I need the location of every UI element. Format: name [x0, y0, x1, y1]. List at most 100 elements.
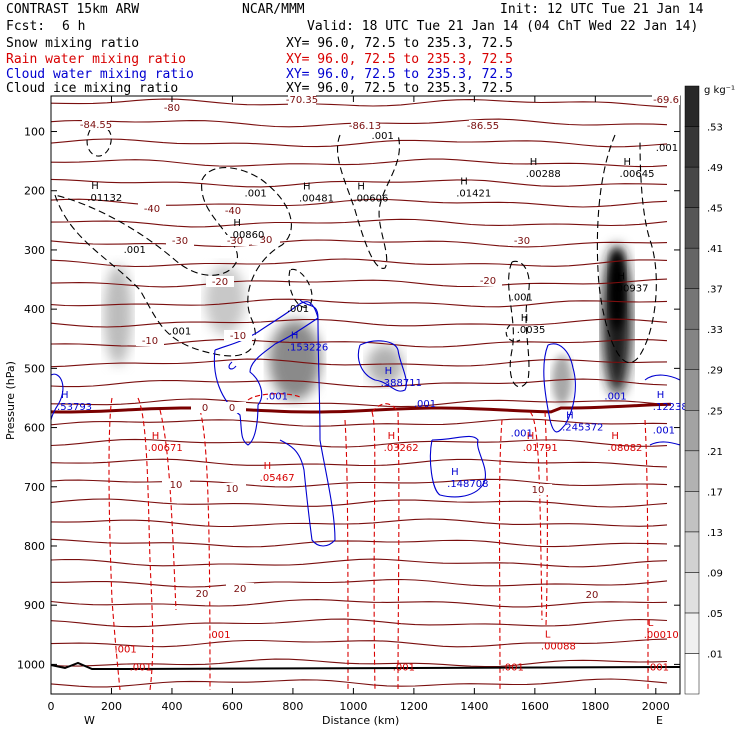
label-bg [288, 94, 316, 105]
label-bg [351, 120, 379, 131]
snow-contour [336, 134, 400, 269]
rain-label: .08082 [607, 443, 642, 454]
temperature-label: -40 [144, 204, 160, 215]
rain-label: .00010 [644, 630, 679, 641]
colorbar-level-label: .21 [707, 447, 723, 458]
snow-shade-east [367, 345, 403, 385]
temperature-contour [51, 138, 668, 148]
snow-label: .001 [124, 245, 146, 256]
snow-label: .00860 [229, 230, 264, 241]
rain-contour [247, 393, 303, 401]
snow-label: .001 [656, 143, 678, 154]
rain-contour [371, 403, 400, 691]
snow-label: .001 [287, 304, 309, 315]
y-tick-label: 300 [24, 244, 45, 257]
colorbar-swatch [684, 126, 700, 168]
rain-contour [159, 409, 177, 611]
rain-label: .01791 [523, 443, 558, 454]
temperature-label: -10 [142, 336, 158, 347]
freezing-level-contour [51, 402, 672, 414]
x-tick-label: 1200 [400, 700, 428, 713]
label-bg [474, 275, 502, 286]
extremum-marker: H [527, 431, 535, 442]
temperature-contour [51, 358, 668, 368]
colorbar-level-label: .41 [707, 244, 723, 255]
snow-label: .00481 [299, 193, 334, 204]
cloud_water-label: .245372 [562, 423, 603, 434]
rain-label: .001 [130, 662, 152, 673]
label-bg [578, 589, 606, 600]
y-tick-label: 600 [24, 422, 45, 435]
colorbar-swatch [684, 247, 700, 289]
temperature-contour [51, 478, 668, 488]
temperature-label: -30 [172, 236, 188, 247]
temperature-contour [51, 258, 668, 268]
snow-contour [288, 268, 313, 308]
extremum-marker: H [152, 431, 160, 442]
cloud-water-contour [543, 343, 576, 433]
extremum-marker: H [460, 177, 468, 188]
snow-shade-mid [205, 265, 245, 335]
rain-label: .00088 [541, 642, 576, 653]
temperature-contour [51, 658, 668, 668]
label-bg [191, 402, 219, 413]
temperature-label: -20 [212, 277, 228, 288]
label-bg [166, 235, 194, 246]
east-label: E [656, 714, 663, 727]
field-cloudwater-xy: XY= 96.0, 72.5 to 235.3, 72.5 [286, 67, 513, 82]
cloud-water-contour [357, 340, 407, 392]
temperature-label: 20 [234, 584, 247, 595]
temperature-contour [51, 318, 668, 328]
extremum-marker: H [303, 181, 311, 192]
label-bg [652, 94, 680, 105]
label-bg [524, 484, 552, 495]
field-cloudice-name: Cloud ice mixing ratio [6, 81, 179, 96]
temperature-contour [51, 618, 668, 628]
cloud_water-label: .148708 [447, 479, 488, 490]
y-tick-label: 500 [24, 362, 45, 375]
label-bg [508, 235, 536, 246]
y-tick-label: 100 [24, 126, 45, 139]
temperature-label: 10 [226, 484, 239, 495]
colorbar-level-label: .17 [707, 487, 723, 498]
field-cloudice-xy: XY= 96.0, 72.5 to 235.3, 72.5 [286, 81, 513, 96]
snow-label: .00937 [613, 283, 648, 294]
extremum-marker: H [264, 461, 272, 472]
snow-contour [508, 260, 530, 388]
temperature-label: 10 [170, 480, 183, 491]
rain-label: .05467 [260, 473, 295, 484]
rain-contour [498, 419, 503, 691]
field-rain-name: Rain water mixing ratio [6, 52, 187, 67]
x-tick-label: 2000 [642, 700, 670, 713]
colorbar-level-label: .09 [707, 568, 723, 579]
cloud-water-contour [644, 374, 680, 381]
field-snow-xy: XY= 96.0, 72.5 to 235.3, 72.5 [286, 36, 513, 51]
rain-label: .001 [208, 630, 230, 641]
rain-contour [371, 411, 376, 691]
temperature-label: 30 [260, 235, 273, 246]
cloud_water-label: .001 [604, 392, 626, 403]
temperature-label: -30 [227, 236, 243, 247]
temperature-label: -10 [230, 331, 246, 342]
rain-contour [108, 397, 121, 691]
snow-label: .0035 [517, 325, 546, 336]
extremum-marker: H [233, 218, 241, 229]
extremum-marker: H [521, 313, 529, 324]
snow-label: .01421 [456, 189, 491, 200]
rain-label: .03262 [384, 443, 419, 454]
y-tick-label: 400 [24, 303, 45, 316]
x-tick-label: 200 [101, 700, 122, 713]
x-tick-label: 400 [161, 700, 182, 713]
x-tick-label: 0 [48, 700, 55, 713]
x-tick-label: 1400 [460, 700, 488, 713]
colorbar-swatch [684, 207, 700, 249]
colorbar-level-label: .29 [707, 366, 723, 377]
terrain-line [50, 661, 681, 670]
temperature-label: -40 [225, 206, 241, 217]
cloud_water-label: .153226 [287, 343, 328, 354]
temperature-label: -69.6 [653, 95, 679, 106]
temperature-contour [51, 158, 668, 168]
colorbar-level-label: .33 [707, 325, 723, 336]
label-bg [252, 234, 280, 245]
